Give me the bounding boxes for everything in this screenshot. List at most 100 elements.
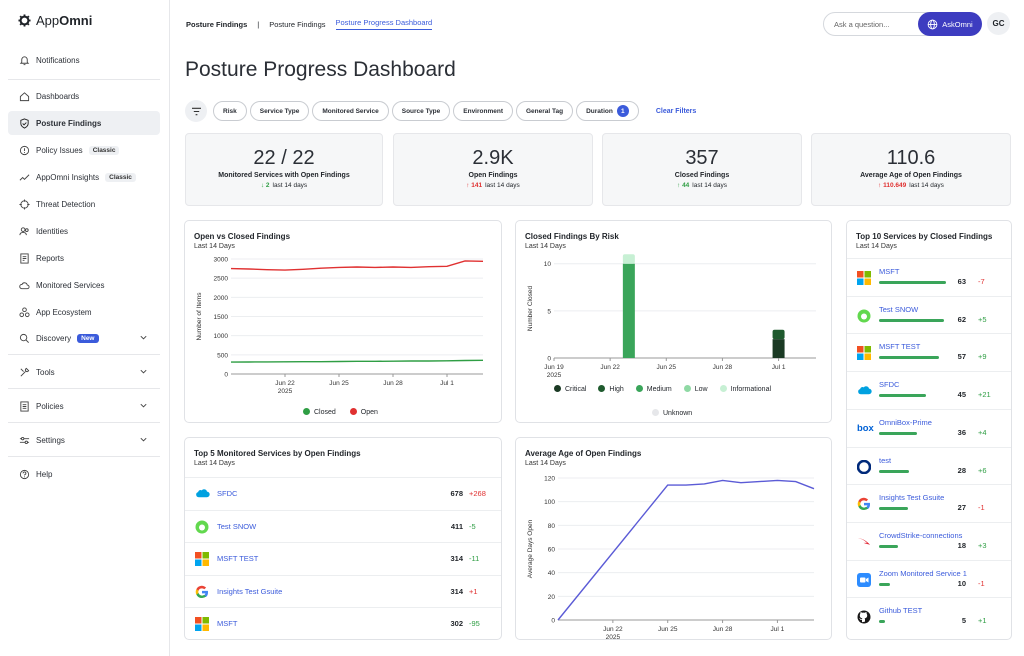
filter-environment[interactable]: Environment: [453, 101, 513, 121]
service-name-link[interactable]: MSFT TEST: [879, 342, 921, 352]
bar-critical[interactable]: [772, 339, 785, 358]
breadcrumb-root[interactable]: Posture Findings: [186, 19, 248, 29]
service-name-link[interactable]: SFDC: [879, 380, 900, 390]
list-item[interactable]: Zoom Monitored Service 1 10 -1: [847, 559, 1011, 598]
service-name-link[interactable]: MSFT TEST: [217, 554, 259, 563]
sidebar-item-posture-findings[interactable]: Posture Findings: [8, 111, 160, 135]
list-item[interactable]: box OmniBox-Prime 36 +4: [847, 408, 1011, 447]
y-tick-label: 100: [544, 499, 555, 506]
filter-service-type[interactable]: Service Type: [249, 101, 310, 121]
series-line-closed[interactable]: [230, 359, 484, 363]
legend-closed[interactable]: Closed: [303, 408, 336, 416]
legend-high[interactable]: High: [598, 385, 624, 393]
sidebar-item-app-ecosystem[interactable]: App Ecosystem: [8, 300, 160, 324]
service-name-link[interactable]: SFDC: [217, 489, 238, 498]
table-row[interactable]: MSFT TEST 314 -11: [185, 542, 501, 574]
sidebar-item-appomni-insights[interactable]: AppOmni Insights Classic: [8, 165, 160, 189]
delta-value: +9: [978, 352, 987, 362]
list-item[interactable]: test 28 +6: [847, 446, 1011, 485]
legend-medium[interactable]: Medium: [635, 385, 672, 393]
sidebar-divider: [8, 79, 160, 80]
kpi-label: Open Findings: [468, 172, 518, 179]
service-name-link[interactable]: MSFT: [879, 267, 900, 276]
clear-filters-link[interactable]: Clear Filters: [655, 107, 697, 115]
list-item[interactable]: Test SNOW 62 +5: [847, 295, 1011, 334]
list-item[interactable]: MSFT TEST 57 +9: [847, 333, 1011, 371]
card-title: Open vs Closed Findings: [194, 232, 291, 241]
filter-risk[interactable]: Risk: [213, 101, 247, 121]
x-tick-label: Jun 22: [603, 626, 623, 633]
bar-informational[interactable]: [622, 254, 635, 264]
series-line-open[interactable]: [230, 260, 484, 271]
delta-value: -95: [469, 619, 480, 628]
list-item[interactable]: Github TEST 5 +1: [847, 597, 1011, 635]
crosshair-icon: [18, 198, 30, 210]
service-name-link[interactable]: Test SNOW: [879, 304, 919, 314]
legend-label: Medium: [646, 386, 672, 393]
y-tick-label: 20: [548, 594, 556, 601]
microsoft-icon: [195, 552, 209, 566]
y-tick-label: 40: [548, 570, 556, 577]
breadcrumb-current[interactable]: Posture Progress Dashboard: [335, 18, 433, 30]
sidebar-item-notifications[interactable]: Notifications: [8, 48, 160, 72]
closed-findings-count: 45: [957, 390, 966, 400]
closed-findings-count: 36: [957, 427, 966, 437]
box-icon: box: [857, 422, 875, 436]
filter-source-type[interactable]: Source Type: [391, 101, 451, 121]
user-avatar[interactable]: GC: [987, 12, 1010, 35]
legend-low[interactable]: Low: [683, 385, 708, 393]
filter-general-tag[interactable]: General Tag: [516, 101, 574, 121]
series-line-average-age[interactable]: [557, 479, 815, 621]
table-row[interactable]: MSFT 302 -95: [185, 607, 501, 639]
filter-duration[interactable]: Duration 1: [576, 101, 639, 121]
table-row[interactable]: SFDC 678 +268: [185, 477, 501, 509]
legend-informational[interactable]: Informational: [719, 385, 771, 393]
service-name-link[interactable]: Test SNOW: [217, 521, 257, 531]
sidebar-item-reports[interactable]: Reports: [8, 246, 160, 270]
askomni-button[interactable]: AskOmni: [918, 12, 982, 36]
closed-findings-bar: [879, 544, 898, 548]
sidebar-item-policy-issues[interactable]: Policy Issues Classic: [8, 138, 160, 162]
legend-label: Unknown: [663, 410, 693, 417]
x-tick-label: Jul 1: [772, 364, 786, 371]
list-item[interactable]: CrowdStrike-connections 18 +3: [847, 521, 1011, 560]
table-row[interactable]: Insights Test Gsuite 314 +1: [185, 574, 501, 607]
sidebar-item-threat-detection[interactable]: Threat Detection: [8, 192, 160, 216]
filter-monitored-service[interactable]: Monitored Service: [312, 101, 389, 121]
list-item[interactable]: MSFT 63 -7: [847, 258, 1011, 296]
bar-high[interactable]: [772, 329, 785, 340]
service-name-link[interactable]: OmniBox-Prime: [879, 417, 932, 427]
service-name-link[interactable]: Github TEST: [879, 606, 923, 616]
x-tick-label: Jun 22: [600, 364, 620, 371]
arrow-icon: ↑: [878, 182, 882, 189]
filter-icon[interactable]: [185, 100, 207, 122]
service-name-link[interactable]: Insights Test Gsuite: [879, 493, 945, 503]
sidebar-divider: [8, 388, 160, 389]
appomni-gear-icon: [18, 14, 31, 27]
sidebar-item-identities[interactable]: Identities: [8, 219, 160, 243]
sidebar-item-dashboards[interactable]: Dashboards: [8, 84, 160, 108]
sidebar-item-help[interactable]: Help: [8, 462, 160, 486]
closed-findings-count: 57: [957, 352, 966, 362]
appomni-logo[interactable]: AppOmni: [18, 13, 92, 28]
table-row[interactable]: Test SNOW 411 -5: [185, 509, 501, 542]
list-item[interactable]: Insights Test Gsuite 27 -1: [847, 484, 1011, 522]
service-name-link[interactable]: MSFT: [217, 619, 238, 628]
service-name-link[interactable]: CrowdStrike-connections: [879, 530, 963, 540]
sidebar-item-label: Discovery: [36, 333, 72, 343]
service-name-link[interactable]: Insights Test Gsuite: [217, 586, 283, 596]
sidebar-item-monitored-services[interactable]: Monitored Services: [8, 273, 160, 297]
sidebar-item-tools[interactable]: Tools: [8, 360, 160, 384]
sidebar-item-settings[interactable]: Settings: [8, 428, 160, 452]
service-name-link[interactable]: Zoom Monitored Service 1: [879, 568, 967, 578]
legend-unknown[interactable]: Unknown: [652, 409, 692, 417]
bar-medium[interactable]: [622, 263, 635, 358]
list-item[interactable]: SFDC 45 +21: [847, 371, 1011, 409]
sidebar-item-policies[interactable]: Policies: [8, 394, 160, 418]
service-name-link[interactable]: test: [879, 455, 892, 465]
legend-critical[interactable]: Critical: [554, 385, 586, 393]
bell-icon: [18, 54, 30, 66]
sidebar-item-discovery[interactable]: Discovery New: [8, 326, 160, 350]
legend-open[interactable]: Open: [349, 408, 378, 416]
breadcrumb-link[interactable]: Posture Findings: [269, 19, 326, 29]
